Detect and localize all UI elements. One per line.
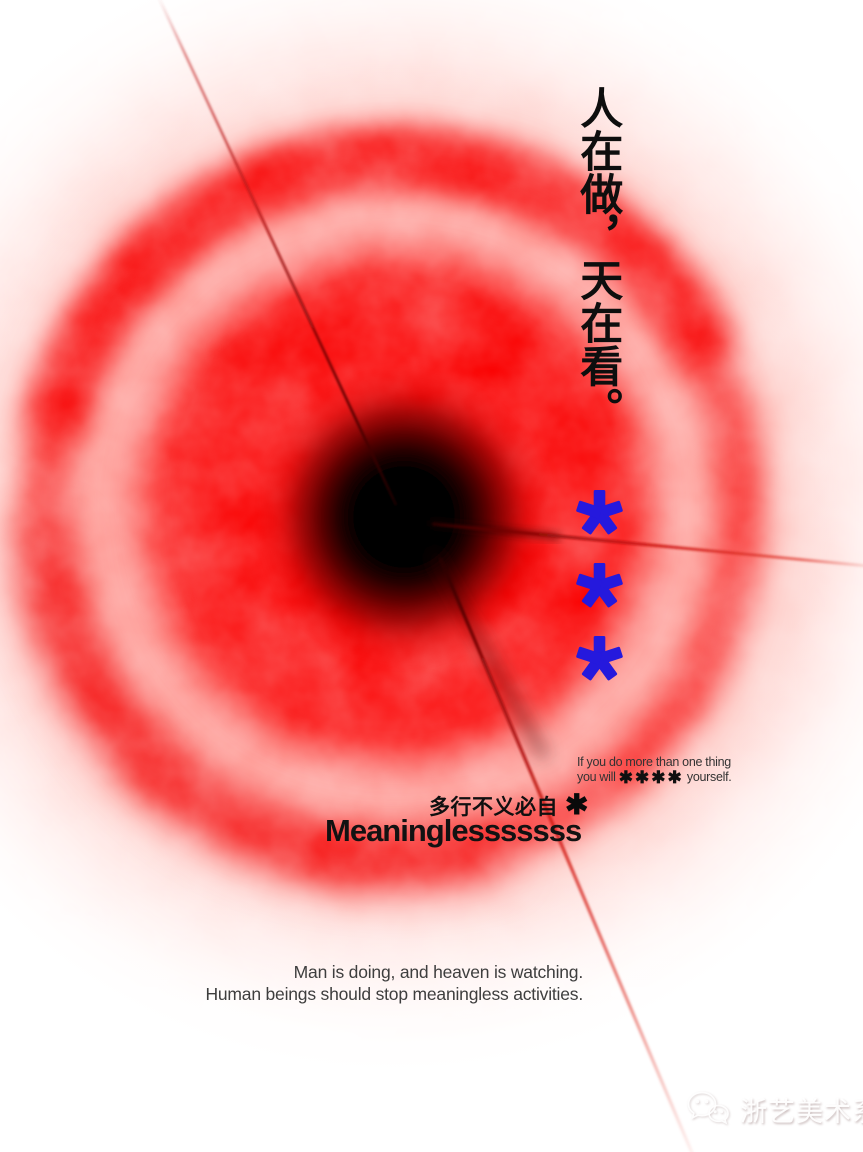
footer-text: Man is doing, and heaven is watching. Hu…	[205, 962, 583, 1006]
watermark: 浙艺美术系	[685, 1089, 863, 1129]
blue-asterisk-icon	[576, 563, 623, 608]
slogan-row: 多行不义必自 ✱	[429, 788, 589, 820]
caution-line1: If you do more than one thing	[577, 755, 731, 769]
footer-line2: Human beings should stop meaningless act…	[205, 983, 583, 1004]
meaningless-word: Meaninglesssssss	[325, 813, 582, 848]
blue-asterisks-column	[576, 489, 623, 682]
vertical-title: 人在做，天在看。	[572, 86, 623, 430]
footer-line1: Man is doing, and heaven is watching.	[293, 962, 584, 982]
wechat-icon	[687, 1091, 729, 1125]
caution-note: If you do more than one thing you will ✱…	[577, 755, 757, 787]
caution-line2-suffix: yourself.	[683, 769, 732, 784]
caution-line2-prefix: you will	[577, 769, 619, 784]
censored-asterisks: ✱✱✱✱	[618, 767, 684, 787]
watermark-text: 浙艺美术系	[740, 1096, 863, 1128]
slogan-chinese: 多行不义必自	[429, 795, 558, 819]
blue-asterisk-icon	[576, 490, 623, 535]
blue-asterisk-icon	[576, 636, 623, 681]
